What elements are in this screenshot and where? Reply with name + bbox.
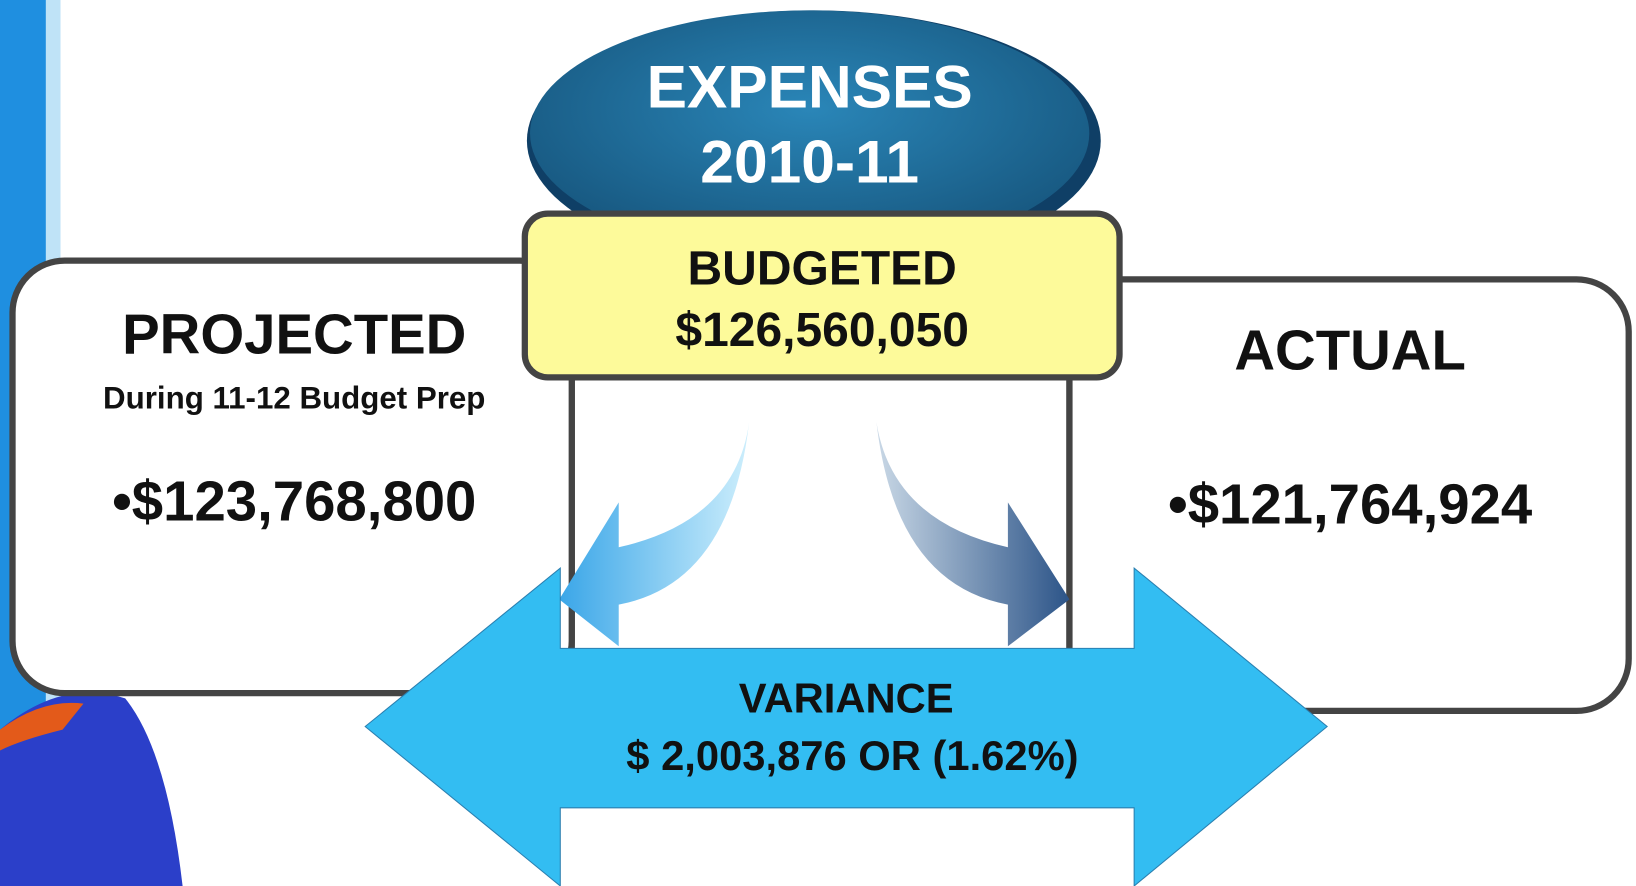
slide: EXPENSES 2010-11 BUDGETED $126,560,050 P… xyxy=(0,0,1636,886)
variance-label: VARIANCE xyxy=(739,675,954,722)
projected-note: During 11-12 Budget Prep xyxy=(103,381,485,416)
page: {"header": {"line1": "EXPENSES", "line2"… xyxy=(0,0,1636,886)
budgeted-label: BUDGETED xyxy=(688,243,957,296)
projected-label: PROJECTED xyxy=(122,303,466,366)
actual-amount: •$121,764,924 xyxy=(1168,473,1532,536)
budgeted-amount: $126,560,050 xyxy=(675,304,969,357)
variance-amount: $ 2,003,876 OR (1.62%) xyxy=(626,732,1078,779)
projected-amount: •$123,768,800 xyxy=(112,469,476,532)
actual-label: ACTUAL xyxy=(1234,318,1466,381)
header-line2: 2010-11 xyxy=(700,128,919,196)
header-line1: EXPENSES xyxy=(647,53,973,121)
